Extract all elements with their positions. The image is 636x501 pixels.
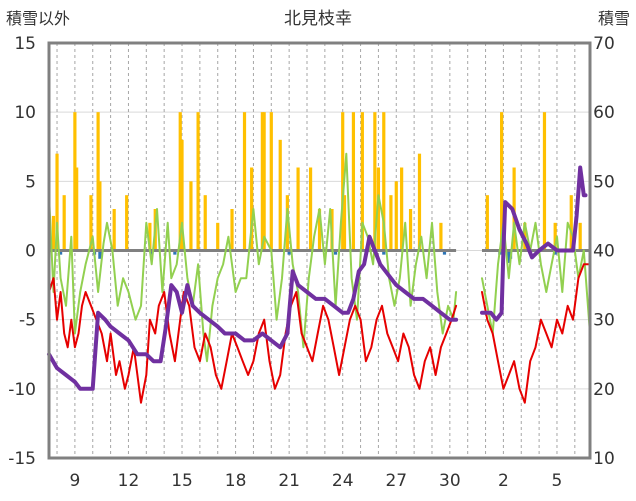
precip-bar	[296, 167, 300, 251]
negative-bar	[150, 250, 154, 255]
green-series-line	[48, 152, 458, 363]
precip-bar	[569, 195, 573, 251]
x-tick-label: 27	[385, 471, 407, 491]
x-tick-label: 2	[498, 471, 509, 491]
left-tick-label: -15	[8, 449, 36, 469]
precip-bar	[196, 112, 200, 251]
right-tick-label: 10	[593, 449, 615, 469]
precip-bar	[125, 195, 129, 251]
precip-bar	[373, 112, 377, 251]
precip-bar	[260, 112, 264, 251]
chart-title: 北見枝幸	[284, 9, 352, 29]
precip-bar	[382, 112, 386, 251]
precip-bar	[439, 222, 443, 251]
precip-bar	[51, 215, 56, 251]
precip-bar	[317, 209, 322, 251]
green-series-line	[481, 221, 591, 335]
precip-bar	[308, 167, 313, 251]
precip-bar	[75, 167, 79, 251]
x-tick-label: 18	[225, 471, 247, 491]
x-tick-label: 9	[69, 471, 80, 491]
precip-bar	[98, 181, 102, 251]
precip-bar	[262, 112, 266, 251]
precip-bar	[341, 112, 345, 251]
negative-bar	[173, 250, 177, 255]
x-tick-label: 5	[552, 471, 563, 491]
precip-bar	[55, 153, 59, 251]
bar-series	[51, 112, 582, 263]
precip-bar	[485, 195, 489, 251]
right-tick-label: 30	[593, 311, 615, 331]
left-tick-label: 10	[14, 103, 36, 123]
right-tick-label: 70	[593, 34, 615, 54]
precip-bar	[542, 112, 547, 251]
precip-bar	[203, 195, 207, 251]
right-tick-label: 40	[593, 242, 615, 262]
precip-bar	[216, 222, 220, 251]
x-tick-label: 21	[278, 471, 300, 491]
right-tick-label: 60	[593, 103, 615, 123]
precip-bar	[89, 195, 93, 251]
precip-bar	[394, 181, 398, 251]
right-tick-label: 20	[593, 380, 615, 400]
precip-bar	[269, 112, 273, 251]
line-series	[47, 152, 591, 404]
snow-depth-line	[47, 234, 459, 391]
precip-bar	[250, 167, 254, 251]
precip-bar	[400, 167, 404, 251]
x-tick-label: 30	[439, 471, 461, 491]
x-tick-label: 24	[332, 471, 354, 491]
left-tick-label: 5	[25, 172, 36, 192]
precip-bar	[96, 112, 100, 251]
precip-bar	[180, 139, 184, 251]
red-series-line	[48, 277, 458, 404]
negative-bar	[287, 250, 291, 255]
right-tick-label: 50	[593, 172, 615, 192]
plot-frame	[47, 41, 592, 460]
precip-bar	[73, 112, 77, 251]
precip-bar	[112, 209, 116, 251]
snow-depth-line	[480, 165, 588, 322]
precip-bar	[408, 209, 413, 251]
precip-bar	[342, 195, 347, 251]
precip-bar	[242, 112, 247, 251]
precip-bar	[578, 222, 582, 251]
left-axis-title: 積雪以外	[6, 9, 70, 28]
precip-bar	[285, 195, 289, 251]
precip-bar	[376, 167, 381, 251]
precip-bar	[178, 112, 182, 251]
precip-bar	[553, 222, 557, 251]
right-axis-title: 積雪	[598, 9, 630, 28]
negative-bar	[507, 250, 511, 263]
precip-bar	[500, 112, 504, 251]
precip-bar	[278, 139, 282, 251]
left-tick-label: -5	[19, 311, 36, 331]
negative-bar	[553, 250, 557, 255]
left-tick-label: -10	[8, 380, 36, 400]
precip-bar	[360, 112, 364, 251]
precip-bar	[189, 181, 193, 251]
precip-bar	[230, 209, 234, 251]
negative-bar	[59, 250, 63, 255]
precip-bar	[389, 195, 393, 251]
negative-bar	[382, 250, 386, 255]
left-tick-label: 15	[14, 34, 36, 54]
precip-bar	[148, 222, 152, 251]
red-series-line	[481, 263, 591, 404]
left-tick-label: 0	[25, 242, 36, 262]
x-tick-label: 15	[171, 471, 193, 491]
precip-bar	[417, 153, 422, 251]
precip-bar	[62, 195, 66, 251]
negative-bar	[333, 250, 338, 255]
negative-bar	[442, 250, 447, 255]
negative-bar	[98, 250, 102, 259]
precip-bar	[351, 112, 356, 251]
x-tick-label: 12	[118, 471, 140, 491]
